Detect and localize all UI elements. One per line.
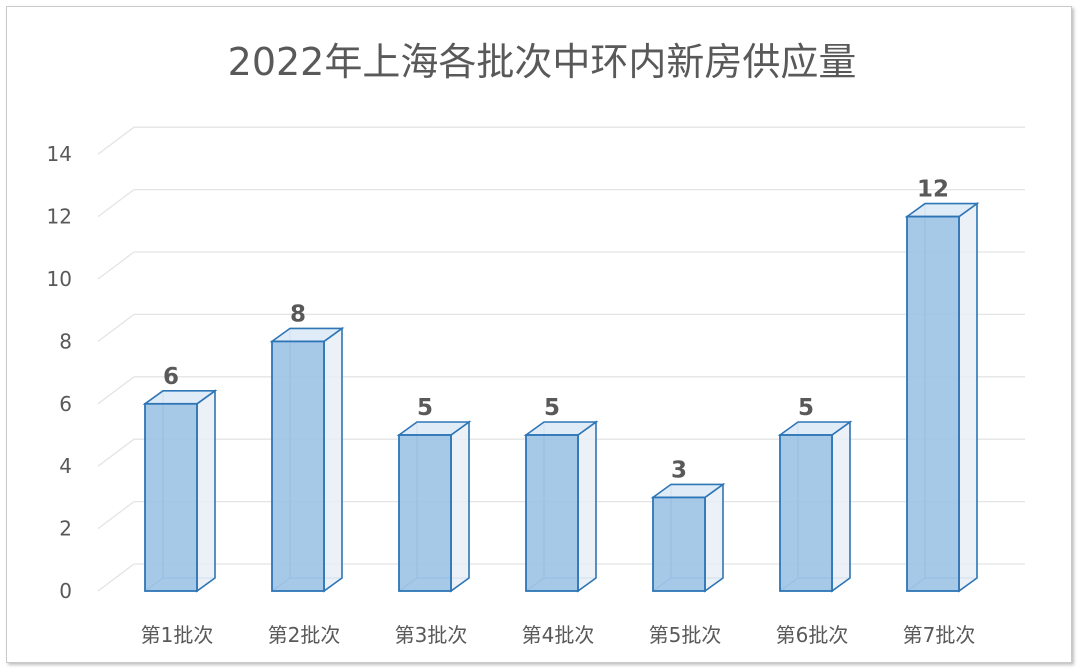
bar xyxy=(652,496,706,592)
bar-3d xyxy=(777,420,853,593)
bar-3d xyxy=(142,389,218,593)
bar xyxy=(398,434,452,592)
x-tick-label: 第7批次 xyxy=(903,623,976,647)
bar-side xyxy=(196,389,216,593)
bar-side xyxy=(831,420,851,593)
data-label: 5 xyxy=(544,395,560,421)
gridline-wall xyxy=(97,313,135,342)
data-label: 3 xyxy=(671,457,687,483)
bar xyxy=(525,434,579,592)
chart-title: 2022年上海各批次中环内新房供应量 xyxy=(228,40,857,84)
bar-side xyxy=(450,420,470,593)
y-tick-label: 2 xyxy=(59,517,72,541)
y-axis-ticks: 0 2 4 6 8 10 12 14 xyxy=(47,142,72,603)
bar-3d xyxy=(650,482,726,593)
y-tick-label: 0 xyxy=(59,579,72,603)
bar-3d xyxy=(396,420,472,593)
data-label: 5 xyxy=(417,395,433,421)
bar-side xyxy=(704,482,724,593)
bar-side xyxy=(577,420,597,593)
gridline-wall xyxy=(97,563,135,592)
bars xyxy=(142,202,980,593)
y-tick-label: 8 xyxy=(59,329,72,353)
data-label: 6 xyxy=(163,364,179,390)
y-tick-label: 6 xyxy=(59,392,72,416)
data-label: 8 xyxy=(290,301,306,327)
bar-side xyxy=(323,326,343,593)
y-tick-label: 10 xyxy=(47,267,72,291)
x-axis-ticks: 第1批次 第2批次 第3批次 第4批次 第5批次 第6批次 第7批次 xyxy=(141,623,976,647)
bar-3d xyxy=(523,420,599,593)
x-tick-label: 第4批次 xyxy=(522,623,595,647)
x-tick-label: 第2批次 xyxy=(268,623,341,647)
x-tick-label: 第3批次 xyxy=(395,623,468,647)
bar xyxy=(779,434,833,592)
gridline-wall xyxy=(97,438,135,467)
x-tick-label: 第1批次 xyxy=(141,623,214,647)
y-tick-label: 14 xyxy=(47,142,72,166)
bar xyxy=(906,215,960,592)
bar-3d xyxy=(904,202,980,593)
gridline-wall xyxy=(97,189,135,218)
data-label: 5 xyxy=(798,395,814,421)
y-tick-label: 12 xyxy=(47,205,72,229)
bar-3d xyxy=(269,326,345,593)
x-tick-label: 第6批次 xyxy=(776,623,849,647)
gridline-wall xyxy=(97,376,135,405)
y-tick-label: 4 xyxy=(59,454,72,478)
gridline-wall xyxy=(97,501,135,530)
gridline-wall xyxy=(97,126,135,155)
data-label: 12 xyxy=(917,177,949,203)
gridline-wall xyxy=(97,251,135,280)
data-labels: 6 8 5 5 3 5 12 xyxy=(163,177,949,484)
bar xyxy=(271,340,325,592)
x-tick-label: 第5批次 xyxy=(649,623,722,647)
bar-side xyxy=(958,202,978,593)
bar xyxy=(144,402,198,592)
